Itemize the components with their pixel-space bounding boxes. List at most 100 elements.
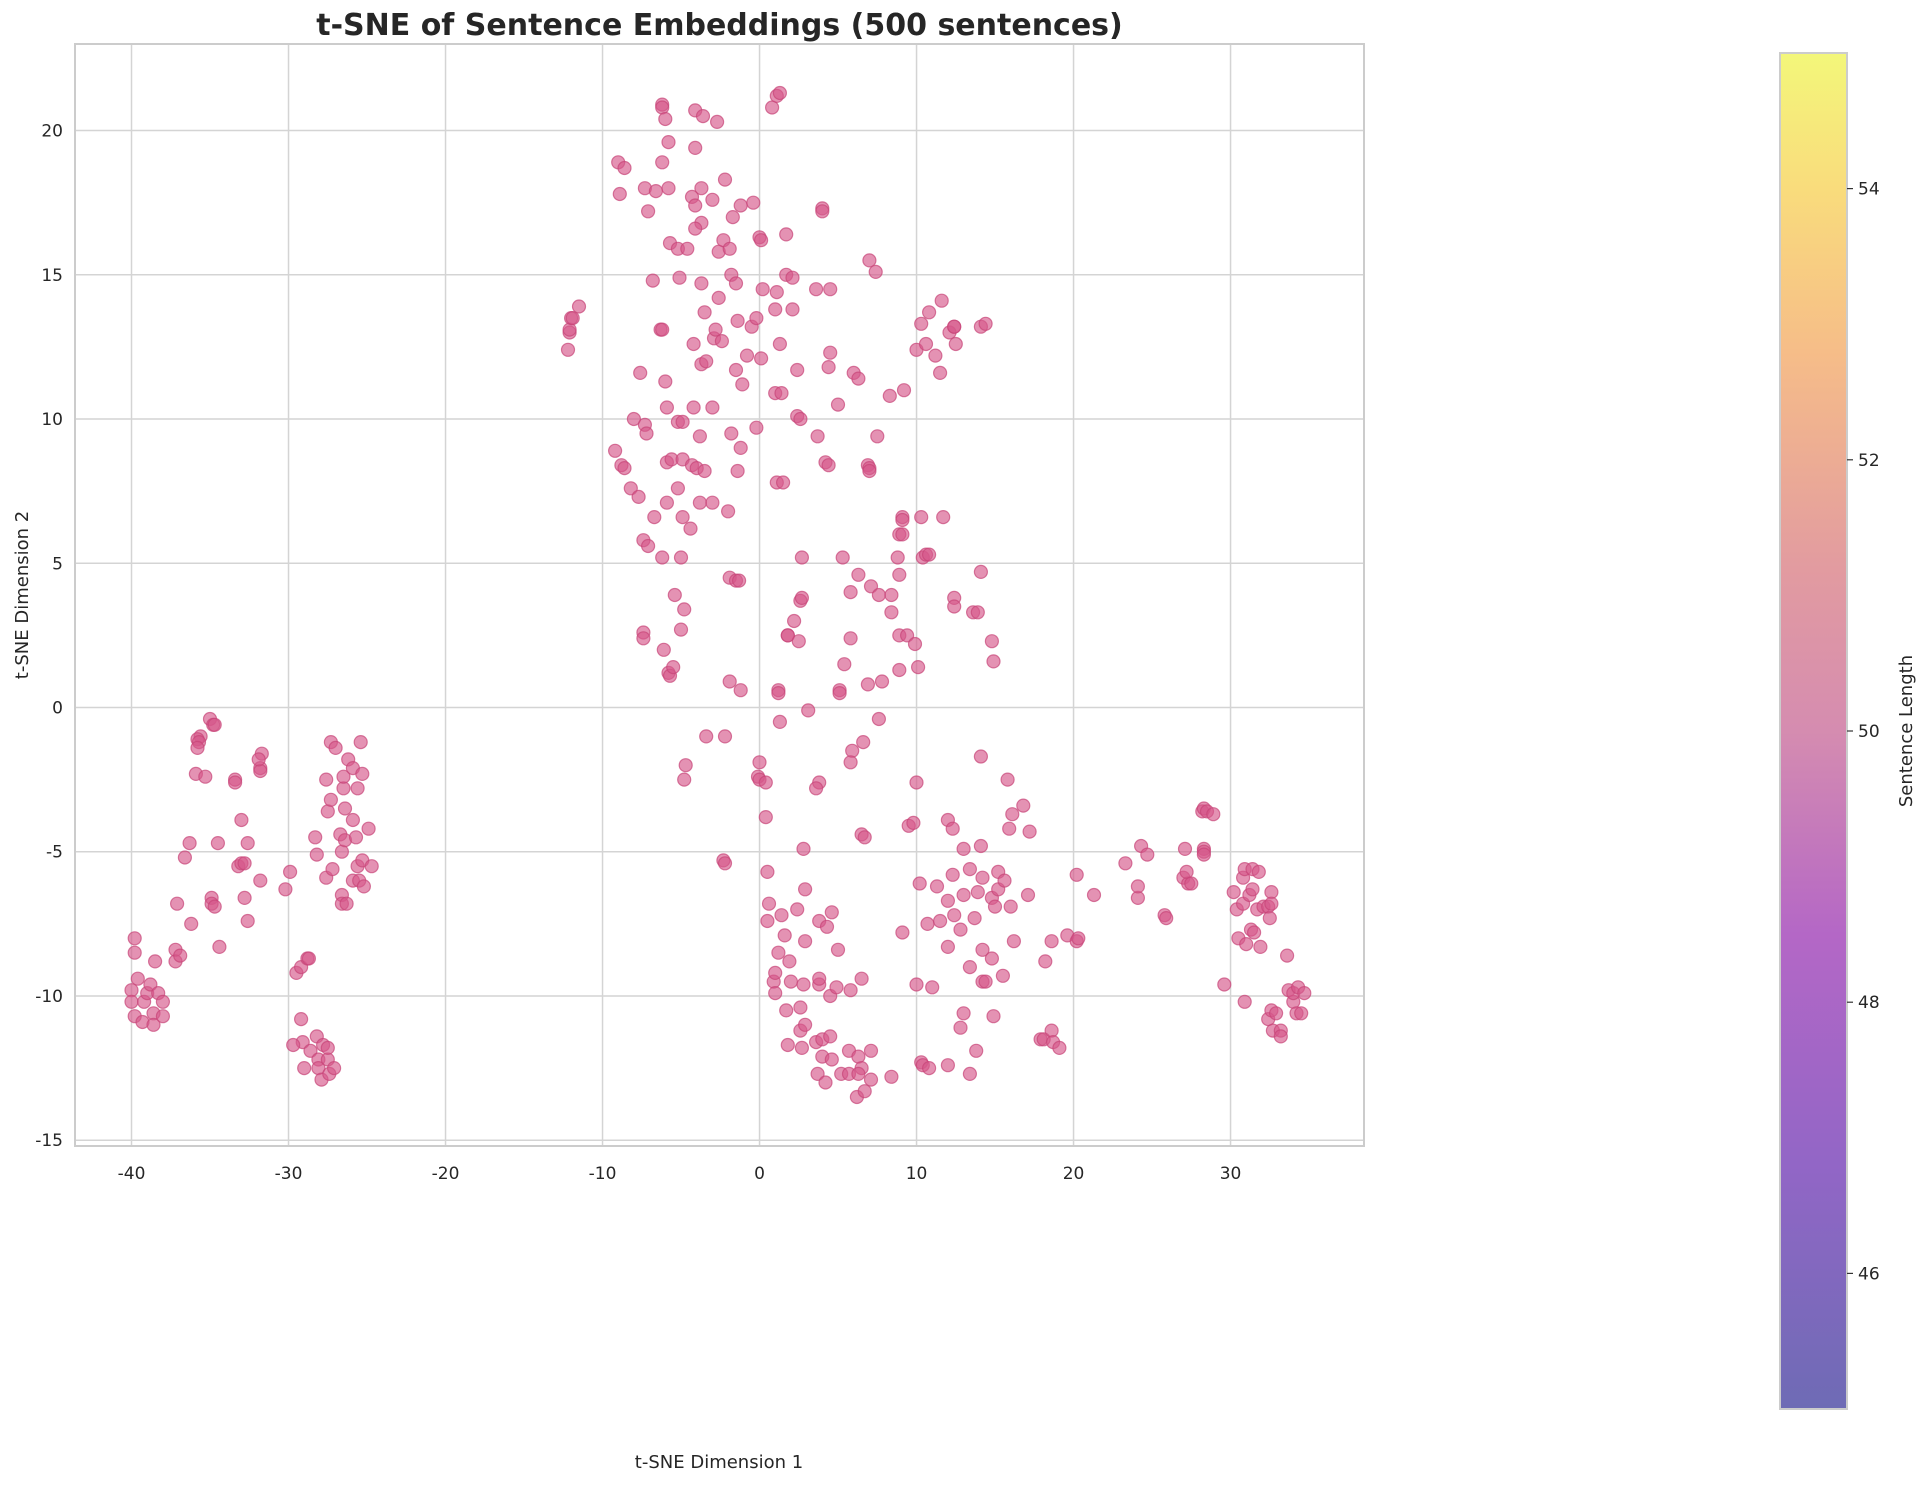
- data-point: [914, 509, 929, 525]
- data-point: [639, 426, 654, 441]
- data-point: [730, 463, 745, 479]
- data-point: [801, 703, 816, 718]
- data-point: [832, 685, 847, 701]
- y-tick-label: 20: [41, 122, 63, 142]
- data-point: [940, 1058, 956, 1073]
- data-point: [780, 628, 795, 643]
- data-point: [860, 677, 876, 692]
- data-point: [1022, 824, 1037, 839]
- data-point: [970, 884, 985, 900]
- data-point: [353, 734, 368, 750]
- data-point: [680, 241, 695, 256]
- data-point: [843, 584, 858, 600]
- data-point: [797, 1017, 813, 1032]
- data-point: [918, 336, 934, 352]
- data-point: [785, 302, 800, 317]
- x-axis-ticks: -40 -30 -20 -10 0 10 20 30: [118, 1164, 1242, 1184]
- data-point: [986, 1009, 1001, 1024]
- data-point: [863, 1072, 879, 1087]
- data-point: [921, 1060, 937, 1076]
- data-point: [857, 830, 872, 845]
- y-tick-label: 0: [52, 699, 63, 719]
- data-point: [717, 729, 733, 744]
- data-point: [1294, 1006, 1309, 1021]
- y-tick-label: 5: [52, 554, 63, 574]
- data-point: [975, 942, 990, 957]
- x-tick-label: 20: [1063, 1164, 1085, 1184]
- y-tick-label: -15: [35, 1131, 63, 1151]
- data-point: [749, 311, 764, 326]
- x-axis-label: t-SNE Dimension 1: [635, 1452, 803, 1473]
- data-point: [779, 227, 794, 242]
- data-point: [130, 971, 145, 986]
- data-point: [655, 155, 670, 170]
- data-point: [728, 276, 744, 291]
- data-point: [995, 968, 1011, 983]
- data-point: [724, 426, 739, 441]
- data-point: [936, 509, 951, 525]
- data-point: [843, 631, 858, 646]
- data-point: [301, 951, 316, 966]
- data-point: [640, 538, 656, 554]
- data-point: [645, 273, 660, 288]
- data-point: [775, 475, 791, 490]
- data-point: [973, 838, 989, 854]
- data-point: [956, 1006, 971, 1021]
- data-point: [251, 752, 266, 767]
- data-point: [909, 775, 924, 790]
- data-point: [666, 659, 681, 675]
- data-point: [677, 602, 692, 617]
- data-point: [631, 489, 646, 504]
- data-point: [945, 821, 960, 836]
- data-point: [835, 550, 850, 565]
- data-point: [286, 1037, 301, 1053]
- data-point: [749, 420, 764, 435]
- data-point: [947, 599, 962, 614]
- data-point: [785, 270, 800, 285]
- data-point: [1052, 1040, 1067, 1056]
- grid-lines: [75, 44, 1364, 1146]
- data-point: [777, 928, 792, 943]
- data-point: [768, 965, 783, 981]
- data-point: [1177, 841, 1193, 857]
- data-point: [794, 1040, 810, 1056]
- data-point: [688, 221, 703, 236]
- data-point: [237, 856, 252, 871]
- data-point: [234, 812, 249, 828]
- data-point: [148, 954, 163, 969]
- data-point: [720, 504, 736, 519]
- data-point: [364, 859, 379, 874]
- data-point: [921, 547, 937, 562]
- data-point: [843, 983, 858, 998]
- data-point: [695, 108, 711, 124]
- data-point: [705, 192, 720, 207]
- data-point: [774, 386, 789, 401]
- data-point: [1184, 876, 1199, 891]
- data-point: [768, 302, 783, 317]
- data-point: [932, 913, 948, 929]
- data-point: [675, 414, 690, 429]
- data-point: [688, 198, 703, 213]
- data-point: [934, 293, 949, 308]
- data-point: [1044, 1023, 1059, 1038]
- data-point: [794, 590, 810, 606]
- data-point: [830, 397, 846, 412]
- data-point: [932, 365, 948, 380]
- data-point: [871, 587, 887, 603]
- data-point: [207, 717, 222, 732]
- colorbar-tick-label: 54: [1858, 180, 1880, 200]
- data-point: [320, 804, 335, 819]
- data-point: [336, 769, 351, 784]
- data-point: [348, 830, 364, 845]
- data-point: [823, 345, 838, 360]
- data-point: [705, 495, 720, 510]
- data-point: [308, 830, 323, 845]
- x-tick-label: -10: [589, 1164, 617, 1184]
- colorbar-tick-label: 52: [1858, 451, 1880, 471]
- data-point: [783, 974, 799, 989]
- data-point: [283, 864, 298, 880]
- data-point: [688, 140, 703, 155]
- data-point: [1217, 977, 1232, 992]
- data-point: [739, 348, 755, 363]
- data-point: [735, 377, 750, 392]
